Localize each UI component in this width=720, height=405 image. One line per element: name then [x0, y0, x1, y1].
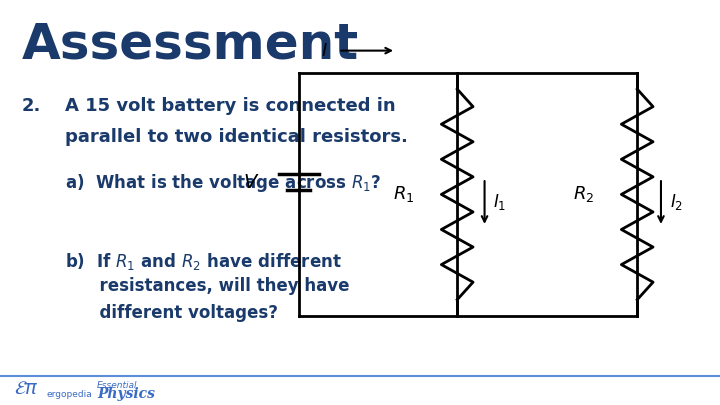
Text: $\mathcal{E}\pi$: $\mathcal{E}\pi$: [14, 379, 39, 397]
Text: $I_2$: $I_2$: [670, 192, 683, 213]
Text: $V$: $V$: [243, 173, 259, 192]
Text: a)  What is the voltage across $R_1$?: a) What is the voltage across $R_1$?: [65, 172, 381, 194]
Text: A 15 volt battery is connected in: A 15 volt battery is connected in: [65, 97, 395, 115]
Text: $I$: $I$: [321, 42, 328, 60]
Text: 2.: 2.: [22, 97, 41, 115]
Text: Essential: Essential: [97, 381, 138, 390]
Text: Assessment: Assessment: [22, 20, 359, 68]
Text: b)  If $R_1$ and $R_2$ have different: b) If $R_1$ and $R_2$ have different: [65, 251, 341, 272]
Text: ergopedia: ergopedia: [47, 390, 93, 399]
Text: resistances, will they have: resistances, will they have: [65, 277, 349, 295]
Text: $R_2$: $R_2$: [572, 184, 594, 205]
Text: Physics: Physics: [97, 388, 155, 401]
Text: $R_1$: $R_1$: [392, 184, 414, 205]
Text: parallel to two identical resistors.: parallel to two identical resistors.: [65, 128, 408, 145]
Text: $I_1$: $I_1$: [493, 192, 506, 213]
Text: different voltages?: different voltages?: [65, 304, 278, 322]
